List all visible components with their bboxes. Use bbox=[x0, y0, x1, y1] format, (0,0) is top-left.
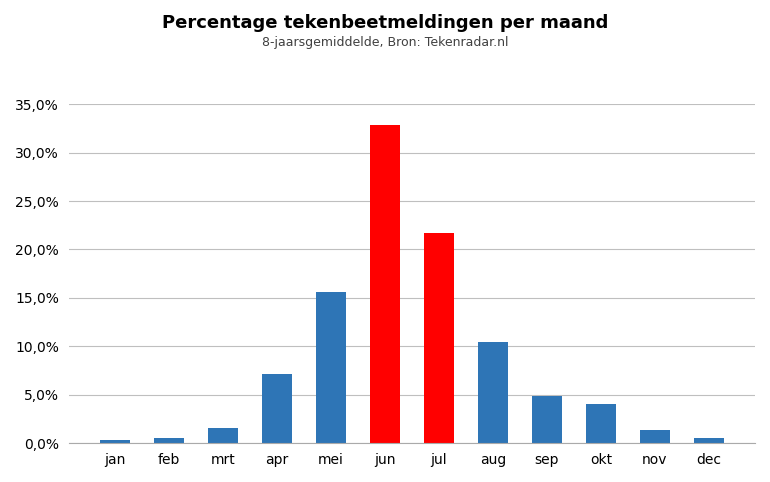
Bar bbox=[262, 375, 292, 443]
Bar bbox=[478, 342, 507, 443]
Bar bbox=[316, 292, 346, 443]
Bar bbox=[370, 125, 400, 443]
Bar bbox=[586, 403, 616, 443]
Bar bbox=[100, 441, 129, 443]
Text: Percentage tekenbeetmeldingen per maand: Percentage tekenbeetmeldingen per maand bbox=[162, 14, 608, 32]
Bar bbox=[208, 428, 238, 443]
Bar bbox=[532, 396, 562, 443]
Bar bbox=[424, 233, 454, 443]
Bar bbox=[640, 430, 670, 443]
Text: 8-jaarsgemiddelde, Bron: Tekenradar.nl: 8-jaarsgemiddelde, Bron: Tekenradar.nl bbox=[262, 36, 508, 49]
Bar bbox=[694, 439, 724, 443]
Bar bbox=[154, 439, 183, 443]
